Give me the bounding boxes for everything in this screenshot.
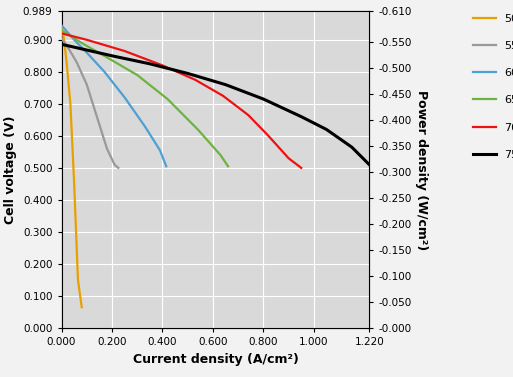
- X-axis label: Current density (A/cm²): Current density (A/cm²): [132, 352, 299, 366]
- Legend: 500°C, 550°C, 600°C, 650°C, 700°C, 750°C: 500°C, 550°C, 600°C, 650°C, 700°C, 750°C: [473, 14, 513, 160]
- Y-axis label: Power density (W/cm²): Power density (W/cm²): [416, 89, 428, 250]
- Y-axis label: Cell voltage (V): Cell voltage (V): [4, 115, 17, 224]
